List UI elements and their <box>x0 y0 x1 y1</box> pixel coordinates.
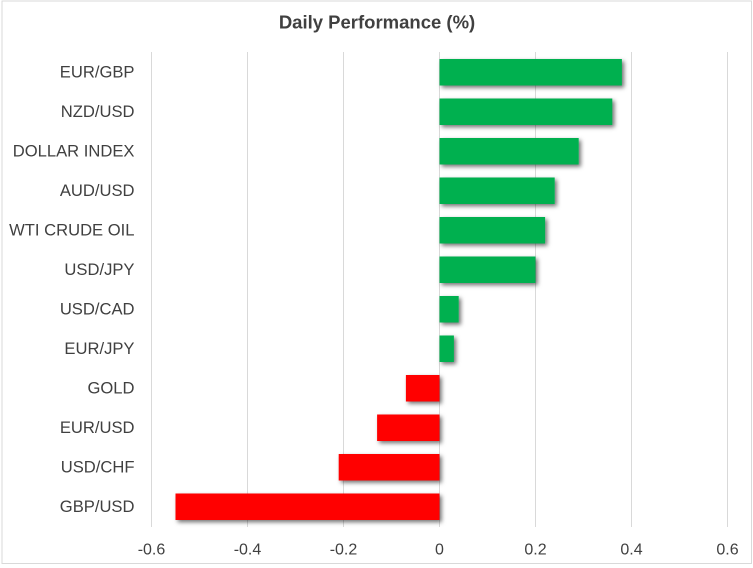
svg-text:EUR/GBP: EUR/GBP <box>60 62 135 81</box>
svg-text:0.4: 0.4 <box>620 542 642 559</box>
svg-text:-0.2: -0.2 <box>330 542 358 559</box>
svg-text:WTI CRUDE OIL: WTI CRUDE OIL <box>9 220 134 239</box>
svg-text:-0.6: -0.6 <box>138 542 166 559</box>
svg-text:DOLLAR INDEX: DOLLAR INDEX <box>13 141 135 160</box>
svg-text:USD/CAD: USD/CAD <box>60 299 135 318</box>
svg-text:GOLD: GOLD <box>87 378 134 397</box>
svg-text:AUD/USD: AUD/USD <box>60 181 135 200</box>
svg-text:Daily Performance (%): Daily Performance (%) <box>279 12 475 33</box>
svg-text:USD/CHF: USD/CHF <box>61 457 135 476</box>
svg-text:GBP/USD: GBP/USD <box>60 497 135 516</box>
svg-text:USD/JPY: USD/JPY <box>64 260 134 279</box>
svg-text:0: 0 <box>435 542 444 559</box>
svg-text:NZD/USD: NZD/USD <box>61 102 135 121</box>
svg-text:0.6: 0.6 <box>716 542 738 559</box>
svg-text:0.2: 0.2 <box>524 542 546 559</box>
svg-text:EUR/JPY: EUR/JPY <box>64 339 134 358</box>
svg-text:-0.4: -0.4 <box>234 542 262 559</box>
svg-text:EUR/USD: EUR/USD <box>60 418 135 437</box>
